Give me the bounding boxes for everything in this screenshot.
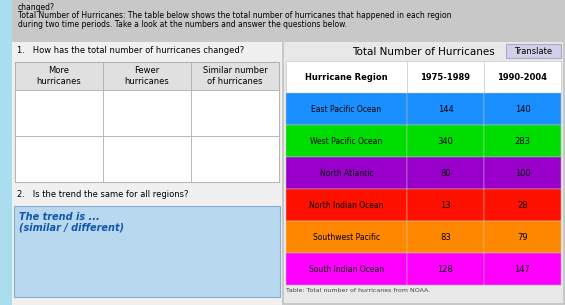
Bar [15,90,103,136]
Bar [484,189,561,221]
Text: Hurricane Region: Hurricane Region [305,73,388,81]
Bar [103,136,191,182]
Bar [407,93,484,125]
Text: 283: 283 [515,137,531,145]
Text: 147: 147 [515,264,531,274]
Bar [484,253,561,285]
Text: Fewer
hurricanes: Fewer hurricanes [125,66,170,86]
Bar [286,157,407,189]
Text: 128: 128 [437,264,454,274]
Text: East Pacific Ocean: East Pacific Ocean [311,105,381,113]
Bar [286,253,407,285]
Text: 80: 80 [440,168,451,178]
Text: North Indian Ocean: North Indian Ocean [309,200,384,210]
Bar [407,125,484,157]
Bar [191,136,279,182]
Text: 79: 79 [517,232,528,242]
Bar [12,0,565,42]
Text: (similar / different): (similar / different) [19,223,124,233]
Bar [284,42,563,303]
Bar [0,0,12,305]
Bar [103,90,191,136]
Bar [407,221,484,253]
Bar [484,93,561,125]
Text: 1990-2004: 1990-2004 [498,73,547,81]
Bar [407,253,484,285]
Bar [407,189,484,221]
Bar [484,125,561,157]
Bar [15,62,279,182]
Bar [286,61,407,93]
Text: during two time periods. Take a look at the numbers and answer the questions bel: during two time periods. Take a look at … [18,20,347,29]
Text: Similar number
of hurricanes: Similar number of hurricanes [203,66,267,86]
Text: 144: 144 [438,105,453,113]
Bar [484,61,561,93]
Text: 340: 340 [437,137,454,145]
Bar [15,62,103,90]
Text: Translate: Translate [515,46,553,56]
Text: 140: 140 [515,105,531,113]
Bar [506,44,561,58]
Text: Total Number of Hurricanes: Total Number of Hurricanes [352,47,495,57]
Bar [407,61,484,93]
Bar [191,90,279,136]
Text: Table: Total number of hurricanes from NOAA.: Table: Total number of hurricanes from N… [286,288,430,293]
Bar [12,42,282,305]
Text: Southwest Pacific: Southwest Pacific [313,232,380,242]
Bar [484,221,561,253]
Bar [286,93,407,125]
Bar [15,136,103,182]
Bar [14,206,280,297]
Text: North Atlantic: North Atlantic [320,168,373,178]
Text: More
hurricanes: More hurricanes [37,66,81,86]
Text: Total Number of Hurricanes: The table below shows the total number of hurricanes: Total Number of Hurricanes: The table be… [18,11,451,20]
Text: 28: 28 [517,200,528,210]
Bar [286,125,407,157]
Text: 2.   Is the trend the same for all regions?: 2. Is the trend the same for all regions… [17,190,189,199]
Bar [407,157,484,189]
Bar [286,221,407,253]
Text: 83: 83 [440,232,451,242]
Text: 1975-1989: 1975-1989 [420,73,471,81]
Text: 13: 13 [440,200,451,210]
Text: South Indian Ocean: South Indian Ocean [309,264,384,274]
Bar [286,189,407,221]
Bar [103,62,191,90]
Text: West Pacific Ocean: West Pacific Ocean [310,137,383,145]
Bar [484,157,561,189]
Bar [286,61,561,285]
Text: 100: 100 [515,168,531,178]
Text: The trend is ...: The trend is ... [19,212,100,222]
Text: 1.   How has the total number of hurricanes changed?: 1. How has the total number of hurricane… [17,46,244,55]
Text: changed?: changed? [18,3,55,12]
Bar [191,62,279,90]
